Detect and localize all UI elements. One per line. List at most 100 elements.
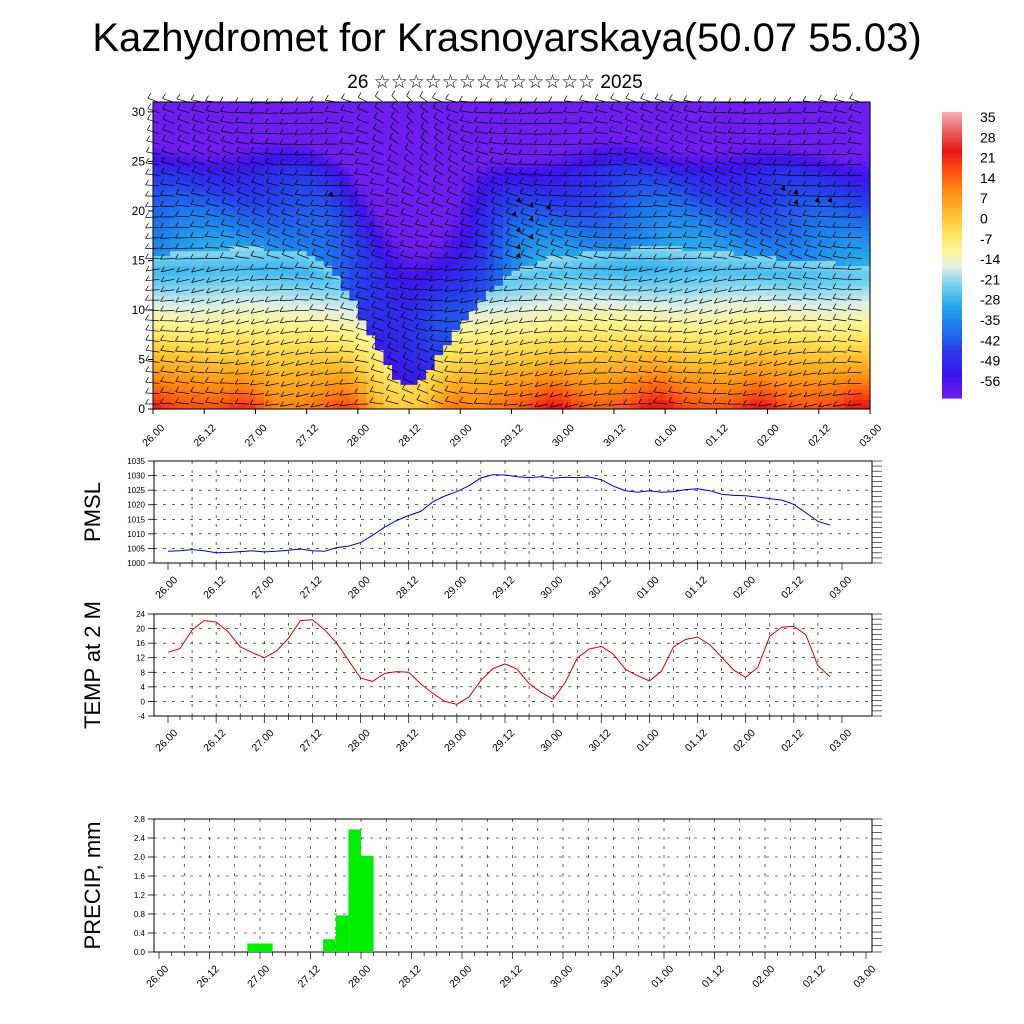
heatmap-cell xyxy=(776,235,786,242)
heatmap-cell xyxy=(443,369,453,375)
heatmap-cell xyxy=(204,329,214,336)
heatmap-cell xyxy=(494,394,504,400)
heatmap-cell xyxy=(477,349,487,356)
heatmap-cell xyxy=(759,290,769,296)
heatmap-cell xyxy=(272,300,282,306)
heatmap-cell xyxy=(818,186,828,192)
heatmap-cell xyxy=(170,201,180,207)
heatmap-cell xyxy=(460,116,470,123)
heatmap-cell xyxy=(707,230,717,237)
heatmap-cell xyxy=(323,126,333,133)
heatmap-cell xyxy=(810,255,820,262)
heatmap-cell xyxy=(613,171,624,177)
heatmap-cell xyxy=(673,151,683,158)
heatmap-cell xyxy=(827,196,837,202)
heatmap-cell xyxy=(434,205,444,212)
heatmap-cell xyxy=(528,171,538,177)
heatmap-cell xyxy=(238,359,248,366)
heatmap-cell xyxy=(733,176,743,182)
heatmap-cell xyxy=(494,349,504,356)
heatmap-cell xyxy=(511,121,521,128)
heatmap-cell xyxy=(818,285,828,291)
heatmap-cell xyxy=(801,384,811,390)
heatmap-cell xyxy=(383,379,393,385)
heatmap-cell xyxy=(793,364,803,370)
heatmap-cell xyxy=(605,201,615,207)
heatmap-cell xyxy=(281,235,291,242)
heatmap-cell xyxy=(733,399,743,405)
heatmap-cell xyxy=(468,201,478,207)
heatmap-cell xyxy=(784,240,794,247)
heatmap-cell xyxy=(801,329,811,336)
heatmap-cell xyxy=(588,275,598,281)
heatmap-cell xyxy=(818,151,828,158)
heatmap-cell xyxy=(153,349,163,356)
heatmap-cell xyxy=(246,220,257,227)
heatmap-cell xyxy=(195,290,205,296)
heatmap-cell xyxy=(605,235,615,242)
heatmap-cell xyxy=(656,374,666,380)
heatmap-cell xyxy=(349,176,359,182)
heatmap-cell xyxy=(468,309,478,316)
heatmap-cell xyxy=(374,384,385,390)
heatmap-cell xyxy=(289,176,299,182)
heatmap-cell xyxy=(451,131,461,138)
heatmap-cell xyxy=(229,146,239,153)
heatmap-cell xyxy=(716,111,726,118)
heatmap-cell xyxy=(520,295,530,301)
heatmap-cell xyxy=(298,116,308,123)
heatmap-cell xyxy=(357,359,367,366)
heatmap-cell xyxy=(699,176,709,182)
heatmap-cell xyxy=(520,116,530,123)
heatmap-cell xyxy=(801,314,811,321)
heatmap-cell xyxy=(579,309,589,316)
heatmap-cell xyxy=(724,225,735,232)
heatmap-cell xyxy=(195,285,205,291)
heatmap-cell xyxy=(639,270,649,276)
heatmap-cell xyxy=(477,379,487,385)
heatmap-cell xyxy=(511,270,521,276)
heatmap-cell xyxy=(306,260,316,266)
heatmap-cell xyxy=(494,235,504,242)
heatmap-cell xyxy=(315,374,325,380)
heatmap-cell xyxy=(366,344,376,351)
heatmap-cell xyxy=(392,389,402,395)
heatmap-cell xyxy=(699,225,709,232)
heatmap-cell xyxy=(759,285,769,291)
heatmap-cell xyxy=(204,290,214,296)
heatmap-cell xyxy=(613,285,624,291)
heatmap-cell xyxy=(699,116,709,123)
heatmap-cell xyxy=(323,136,333,143)
heatmap-cell xyxy=(588,201,598,207)
heatmap-cell xyxy=(238,176,248,182)
heatmap-cell xyxy=(690,275,700,281)
heatmap-cell xyxy=(818,215,828,222)
heatmap-cell xyxy=(682,111,692,118)
heatmap-cell xyxy=(494,404,504,410)
heatmap-cell xyxy=(332,205,342,212)
heatmap-cell xyxy=(801,225,811,232)
heatmap-cell xyxy=(212,141,222,148)
heatmap-cell xyxy=(724,220,735,227)
heatmap-cell xyxy=(153,329,163,336)
heatmap-cell xyxy=(656,295,666,301)
heatmap-cell xyxy=(502,116,513,123)
heatmap-cell xyxy=(187,384,197,390)
heatmap-cell xyxy=(434,215,444,222)
heatmap-cell xyxy=(238,369,248,375)
heatmap-cell xyxy=(665,404,675,410)
heatmap-cell xyxy=(818,260,828,266)
heatmap-cell xyxy=(562,265,572,271)
heatmap-cell xyxy=(485,295,496,301)
heatmap-cell xyxy=(741,205,752,212)
heatmap-cell xyxy=(460,255,470,262)
heatmap-cell xyxy=(409,364,419,370)
heatmap-cell xyxy=(161,146,171,153)
heatmap-cell xyxy=(827,230,837,237)
heatmap-cell xyxy=(281,374,291,380)
heatmap-cell xyxy=(366,359,376,366)
heatmap-cell xyxy=(255,220,265,227)
heatmap-cell xyxy=(776,146,786,153)
heatmap-cell xyxy=(477,196,487,202)
heatmap-cell xyxy=(784,334,794,341)
